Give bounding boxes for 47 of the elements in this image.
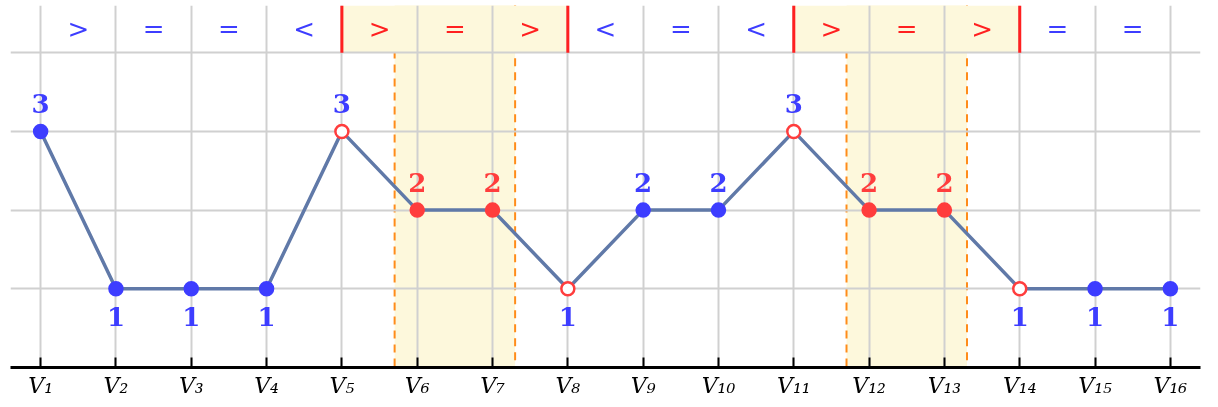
data-label: 1 — [106, 301, 125, 332]
annotation: > — [971, 14, 993, 45]
data-label: 1 — [1086, 301, 1105, 332]
x-tick-label: V₈ — [555, 372, 581, 398]
data-label: 3 — [31, 89, 50, 120]
x-tick-label: V₁₃ — [927, 372, 962, 398]
annotation: < — [745, 14, 768, 45]
x-tick-label: V₁₆ — [1153, 372, 1188, 398]
x-tick-label: V₂ — [103, 372, 129, 398]
data-label: 2 — [634, 168, 653, 199]
x-tick-label: V₃ — [178, 372, 204, 398]
data-label: 3 — [332, 89, 351, 120]
data-label: 3 — [784, 89, 803, 120]
x-tick-label: V₆ — [404, 372, 430, 398]
annotation: = — [1046, 14, 1069, 45]
x-tick-label: V₅ — [329, 372, 355, 398]
annotation: > — [368, 14, 391, 45]
annotation: = — [443, 14, 466, 45]
annotation: = — [1121, 14, 1144, 45]
annotation: < — [293, 14, 316, 45]
data-label: 1 — [257, 301, 276, 332]
x-tick-label: V₁₅ — [1078, 372, 1112, 398]
data-label: 1 — [558, 301, 577, 332]
annotation: > — [519, 14, 542, 45]
data-label: 2 — [860, 168, 879, 199]
x-tick-label: V₇ — [480, 372, 506, 398]
data-label: 1 — [1161, 301, 1180, 332]
annotation: < — [594, 14, 617, 45]
data-label: 2 — [483, 168, 502, 199]
annotation: = — [895, 14, 918, 45]
data-label: 2 — [408, 168, 427, 199]
annotation: > — [67, 14, 90, 45]
x-tick-label: V₄ — [254, 372, 279, 398]
annotation: > — [820, 14, 843, 45]
annotation: = — [669, 14, 692, 45]
data-label: 2 — [709, 168, 728, 199]
x-tick-label: V₉ — [630, 372, 656, 398]
x-tick-label: V₁₄ — [1002, 372, 1037, 398]
annotation: = — [218, 14, 240, 45]
data-label: 2 — [935, 168, 954, 199]
data-label: 1 — [182, 301, 201, 332]
data-label: 1 — [1010, 301, 1029, 332]
x-tick-label: V₁₂ — [852, 372, 886, 398]
x-tick-label: V₁₀ — [701, 372, 736, 398]
x-tick-label: V₁₁ — [777, 372, 811, 398]
x-tick-label: V₁ — [28, 372, 53, 398]
annotation: = — [142, 14, 165, 45]
